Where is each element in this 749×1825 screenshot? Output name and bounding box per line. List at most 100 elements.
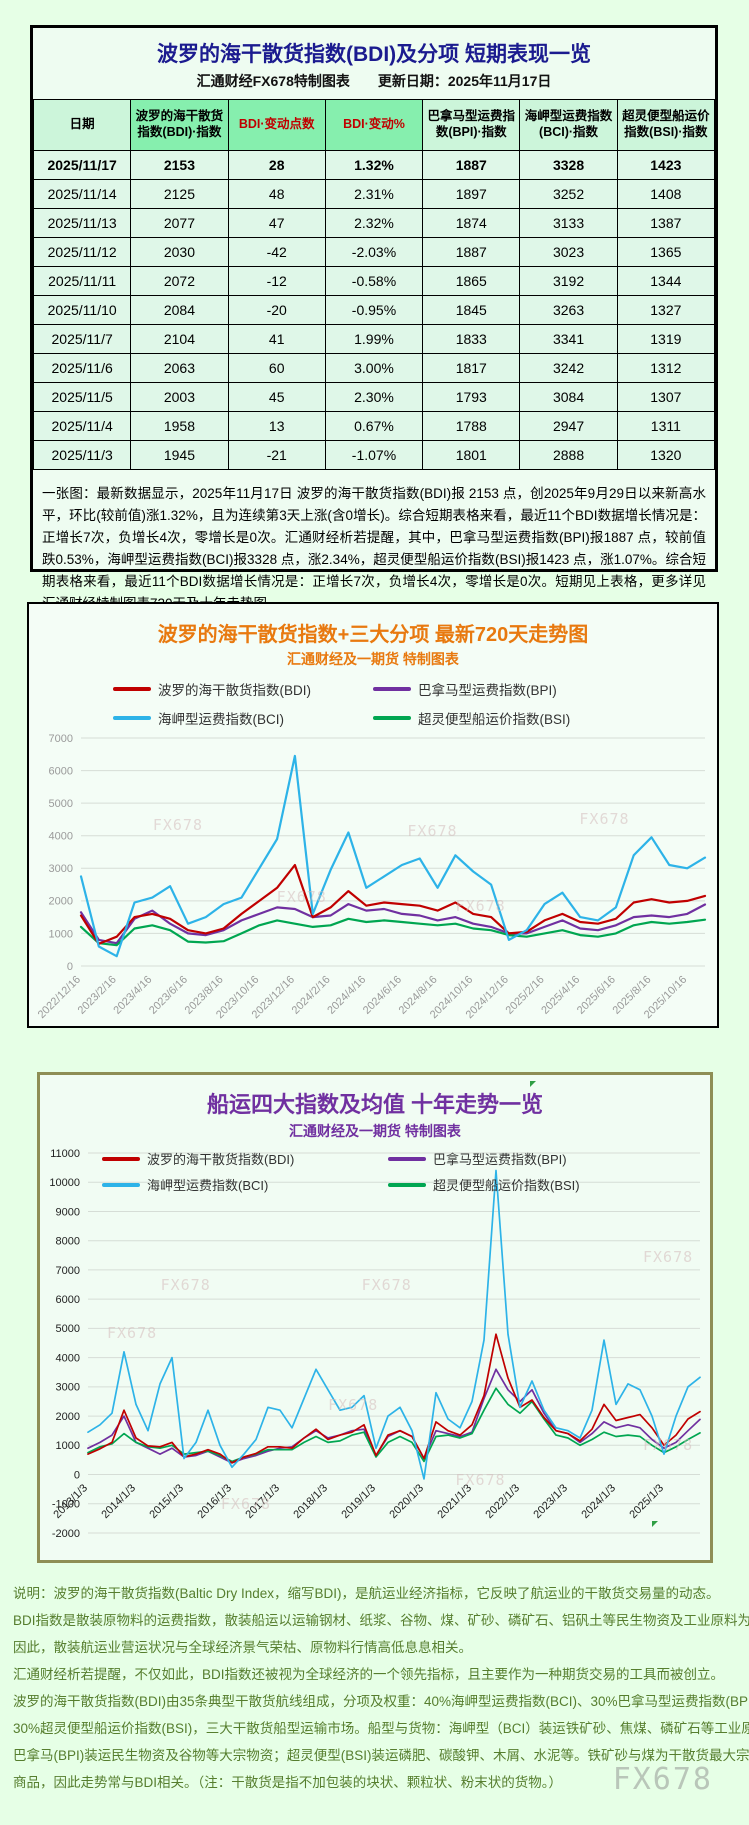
bdi-table: 日期 波罗的海干散货指数(BDI)·指数 BDI·变动点数 BDI·变动% 巴拿马型运费… xyxy=(32,99,716,470)
svg-text:0: 0 xyxy=(74,1469,80,1481)
chart-10y-title: 船运四大指数及均值 十年走势一览 xyxy=(206,1092,544,1117)
svg-text:5000: 5000 xyxy=(49,798,73,810)
table-cell: 3263 xyxy=(519,295,618,325)
fx678-watermark: FX678 xyxy=(612,1762,713,1797)
bdi-table-body: 2025/11/17 2153 28 1.32% 1887 3328 1423 2025/11… xyxy=(32,150,716,470)
table-cell: 1344 xyxy=(616,266,716,296)
svg-text:2024/1/3: 2024/1/3 xyxy=(579,1482,618,1521)
column-header: 日期 xyxy=(32,99,132,151)
table-cell: 2947 xyxy=(519,411,618,441)
bdi-table-head: 日期 波罗的海干散货指数(BDI)·指数 BDI·变动点数 BDI·变动% 巴拿马型运费… xyxy=(32,99,716,151)
table-cell: -20 xyxy=(227,295,326,325)
table-cell: 2.30% xyxy=(324,382,424,412)
table-cell: 2030 xyxy=(130,237,229,267)
column-header: 波罗的海干散货指数(BDI)·指数 xyxy=(130,99,229,151)
table-row: 2025/11/11 2072 -12 -0.58% 1865 3192 1344 xyxy=(32,266,716,296)
table-title: 波罗的海干散货指数(BDI)及分项 短期表现一览 xyxy=(157,43,591,66)
svg-text:2022/12/16: 2022/12/16 xyxy=(36,974,83,1021)
table-cell: 2104 xyxy=(130,324,229,354)
table-cell: 2084 xyxy=(130,295,229,325)
svg-text:8000: 8000 xyxy=(56,1236,80,1248)
table-cell: 1311 xyxy=(616,411,716,441)
svg-text:2019/1/3: 2019/1/3 xyxy=(339,1482,378,1521)
column-header: BDI·变动% xyxy=(324,99,424,151)
legend-label: 超灵便型船运价指数(BSI) xyxy=(418,712,571,727)
footer-line: 因此，散装航运业营运状况与全球经济景气荣枯、原物料行情高低息息相关。 xyxy=(13,1640,472,1655)
svg-text:-1000: -1000 xyxy=(52,1499,80,1511)
svg-text:2025/1/3: 2025/1/3 xyxy=(627,1482,666,1521)
table-cell: 2.32% xyxy=(324,208,424,238)
column-header: BDI·变动点数 xyxy=(227,99,326,151)
legend-label: 巴拿马型运费指数(BPI) xyxy=(418,683,557,698)
table-cell: 1387 xyxy=(616,208,716,238)
chart-10y-canvas: 波罗的海干散货指数(BDI) 巴拿马型运费指数(BPI) 海岬型运费指数(BCI) 超… xyxy=(40,1145,710,1548)
table-cell: 3252 xyxy=(519,179,618,209)
table-cell: 1793 xyxy=(422,382,521,412)
table-cell: -42 xyxy=(227,237,326,267)
svg-text:2021/1/3: 2021/1/3 xyxy=(435,1482,474,1521)
table-cell: 28 xyxy=(227,150,326,180)
legend-item: 巴拿马型运费指数(BPI) xyxy=(388,1149,580,1168)
svg-text:2023/1/3: 2023/1/3 xyxy=(531,1482,570,1521)
svg-text:2000: 2000 xyxy=(49,896,73,908)
table-cell: 2072 xyxy=(130,266,229,296)
table-cell: 1874 xyxy=(422,208,521,238)
svg-text:2017/1/3: 2017/1/3 xyxy=(243,1482,282,1521)
chart-720-svg: 010002000300040005000600070002022/12/162… xyxy=(36,733,707,1021)
legend-item: 超灵便型船运价指数(BSI) xyxy=(373,708,633,728)
table-cell: 1958 xyxy=(130,411,229,441)
table-note: 一张图：最新数据显示，2025年11月17日 波罗的海干散货指数(BDI)报 2… xyxy=(42,486,706,611)
table-cell: 1320 xyxy=(616,440,716,470)
column-header: 海岬型运费指数(BCI)·指数 xyxy=(519,99,618,151)
table-row: 2025/11/3 1945 -21 -1.07% 1801 2888 1320 xyxy=(32,440,716,470)
table-cell: 1897 xyxy=(422,179,521,209)
table-cell: 1365 xyxy=(616,237,716,267)
footer-line: 说明：波罗的海干散货指数(Baltic Dry Index，缩写BDI)，是航运… xyxy=(13,1586,720,1601)
legend-line-icon xyxy=(388,1182,426,1187)
footer-description: 说明：波罗的海干散货指数(Baltic Dry Index，缩写BDI)，是航运… xyxy=(13,1580,749,1796)
table-cell: 1423 xyxy=(616,150,716,180)
table-cell: 1312 xyxy=(616,353,716,383)
table-cell: 2003 xyxy=(130,382,229,412)
marker-triangle-icon xyxy=(530,1081,536,1087)
legend-line-icon xyxy=(102,1156,140,1161)
table-cell: 2025/11/6 xyxy=(32,353,132,383)
chart-10y-svg: -2000 -1000 0 1000 2000 3000 4000 5000 6000 7000 8… xyxy=(49,1148,701,1540)
table-row: 2025/11/12 2030 -42 -2.03% 1887 3023 1365 xyxy=(32,237,716,267)
table-cell: 3084 xyxy=(519,382,618,412)
table-cell: 2025/11/4 xyxy=(32,411,132,441)
column-header: 巴拿马型运费指数(BPI)·指数 xyxy=(422,99,521,151)
svg-text:3000: 3000 xyxy=(49,863,73,875)
svg-text:2022/1/3: 2022/1/3 xyxy=(483,1482,522,1521)
table-cell: 2025/11/13 xyxy=(32,208,132,238)
table-cell: 41 xyxy=(227,324,326,354)
svg-text:9000: 9000 xyxy=(56,1206,80,1218)
svg-text:7000: 7000 xyxy=(56,1265,80,1277)
table-cell: 2025/11/17 xyxy=(32,150,132,180)
legend-item: 海岬型运费指数(BCI) xyxy=(113,708,373,728)
svg-text:2015/1/3: 2015/1/3 xyxy=(147,1482,186,1521)
legend-line-icon xyxy=(113,687,151,691)
legend-line-icon xyxy=(373,687,411,691)
table-subtitle: 汇通财经FX678特制图表 更新日期：2025年11月17日 xyxy=(196,73,552,89)
svg-text:10000: 10000 xyxy=(49,1177,80,1189)
svg-text:5000: 5000 xyxy=(56,1323,80,1335)
svg-text:0: 0 xyxy=(67,961,73,973)
table-cell: 3242 xyxy=(519,353,618,383)
legend-item: 巴拿马型运费指数(BPI) xyxy=(373,679,633,699)
table-cell: 47 xyxy=(227,208,326,238)
table-cell: 3.00% xyxy=(324,353,424,383)
table-cell: -21 xyxy=(227,440,326,470)
svg-text:6000: 6000 xyxy=(56,1294,80,1306)
table-cell: -1.07% xyxy=(324,440,424,470)
column-header: 超灵便型船运价指数(BSI)·指数 xyxy=(616,99,716,151)
chart-10y-subtitle: 汇通财经及一期货 特制图表 xyxy=(289,1123,461,1139)
table-cell: 2077 xyxy=(130,208,229,238)
chart-720-subtitle: 汇通财经及一期货 特制图表 xyxy=(287,651,459,667)
svg-text:-2000: -2000 xyxy=(52,1528,80,1540)
table-row: 2025/11/17 2153 28 1.32% 1887 3328 1423 xyxy=(32,150,716,180)
table-row: 2025/11/7 2104 41 1.99% 1833 3341 1319 xyxy=(32,324,716,354)
svg-text:1000: 1000 xyxy=(49,928,73,940)
table-cell: 13 xyxy=(227,411,326,441)
footer-line: BDI指数是散装原物料的运费指数，散装船运以运输钢材、纸浆、谷物、煤、矿砂、磷矿… xyxy=(13,1613,749,1628)
